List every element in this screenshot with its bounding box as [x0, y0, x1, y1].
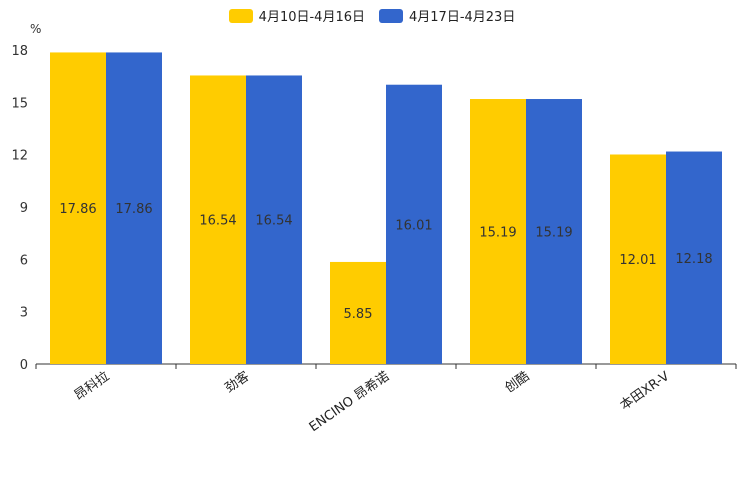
- legend-item-series-2[interactable]: 4月17日-4月23日: [379, 6, 515, 25]
- data-label: 16.54: [199, 214, 236, 229]
- y-tick-label: 0: [20, 358, 28, 373]
- data-label: 16.54: [255, 214, 292, 229]
- bar-2-4: [526, 99, 582, 364]
- y-tick-label: 9: [20, 201, 28, 216]
- legend-label-series-1: 4月10日-4月16日: [258, 10, 365, 25]
- y-tick-label: 12: [11, 149, 28, 164]
- legend-label-series-2: 4月17日-4月23日: [409, 10, 516, 25]
- x-tick-label: 创酷: [502, 369, 532, 396]
- data-label: 16.01: [395, 218, 432, 233]
- data-label: 17.86: [115, 202, 152, 217]
- x-tick-label: 本田XR-V: [618, 369, 673, 414]
- legend-swatch-series-2: [379, 8, 403, 23]
- data-label: 12.18: [675, 252, 712, 267]
- data-label: 15.19: [479, 226, 516, 241]
- bar-2-3: [386, 84, 442, 364]
- y-tick-label: 15: [11, 96, 28, 111]
- data-label: 15.19: [535, 226, 572, 241]
- bar-1-1: [50, 52, 106, 364]
- data-label: 5.85: [344, 307, 373, 322]
- bar-1-4: [470, 99, 526, 364]
- legend: 4月10日-4月16日 4月17日-4月23日: [0, 6, 744, 25]
- bar-1-3: [330, 261, 386, 364]
- x-tick-label: 昂科拉: [72, 369, 113, 404]
- data-label: 17.86: [59, 202, 96, 217]
- y-axis-unit: %: [30, 22, 42, 36]
- y-tick-label: 6: [20, 253, 28, 268]
- data-label: 12.01: [619, 253, 656, 268]
- bar-2-2: [246, 75, 302, 365]
- x-tick-label: 劲客: [222, 368, 252, 396]
- x-tick-label: ENCINO 昂希诺: [307, 369, 393, 435]
- y-tick-label: 3: [20, 306, 28, 321]
- bar-2-5: [666, 151, 722, 364]
- y-tick-label: 18: [11, 44, 28, 59]
- legend-item-series-1[interactable]: 4月10日-4月16日: [228, 6, 365, 25]
- bar-2-1: [106, 52, 162, 364]
- bar-1-5: [610, 154, 666, 364]
- bar-1-2: [190, 75, 246, 365]
- legend-swatch-series-1: [228, 8, 253, 23]
